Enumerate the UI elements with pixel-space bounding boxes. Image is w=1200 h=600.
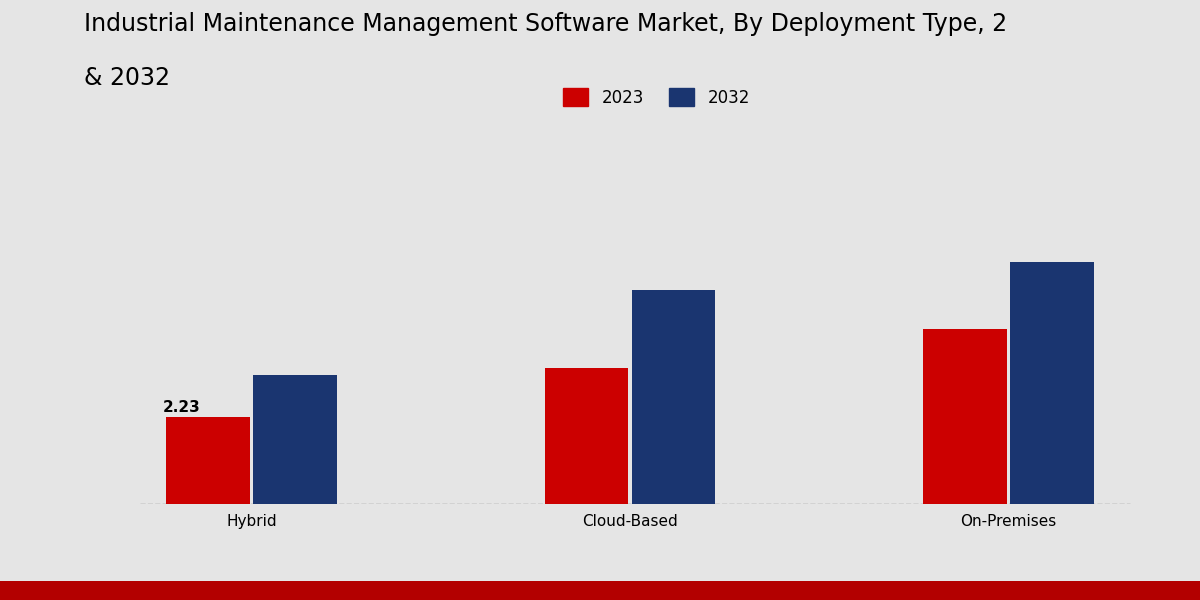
Bar <box>923 329 1007 504</box>
Text: Industrial Maintenance Management Software Market, By Deployment Type, 2: Industrial Maintenance Management Softwa… <box>84 12 1007 36</box>
Bar <box>1010 262 1093 504</box>
Legend: 2023, 2032: 2023, 2032 <box>557 82 756 113</box>
Text: 2.23: 2.23 <box>163 400 200 415</box>
Bar <box>253 376 337 504</box>
Bar <box>167 417 250 504</box>
Bar <box>545 367 628 504</box>
Bar <box>632 289 715 504</box>
Text: & 2032: & 2032 <box>84 66 170 90</box>
